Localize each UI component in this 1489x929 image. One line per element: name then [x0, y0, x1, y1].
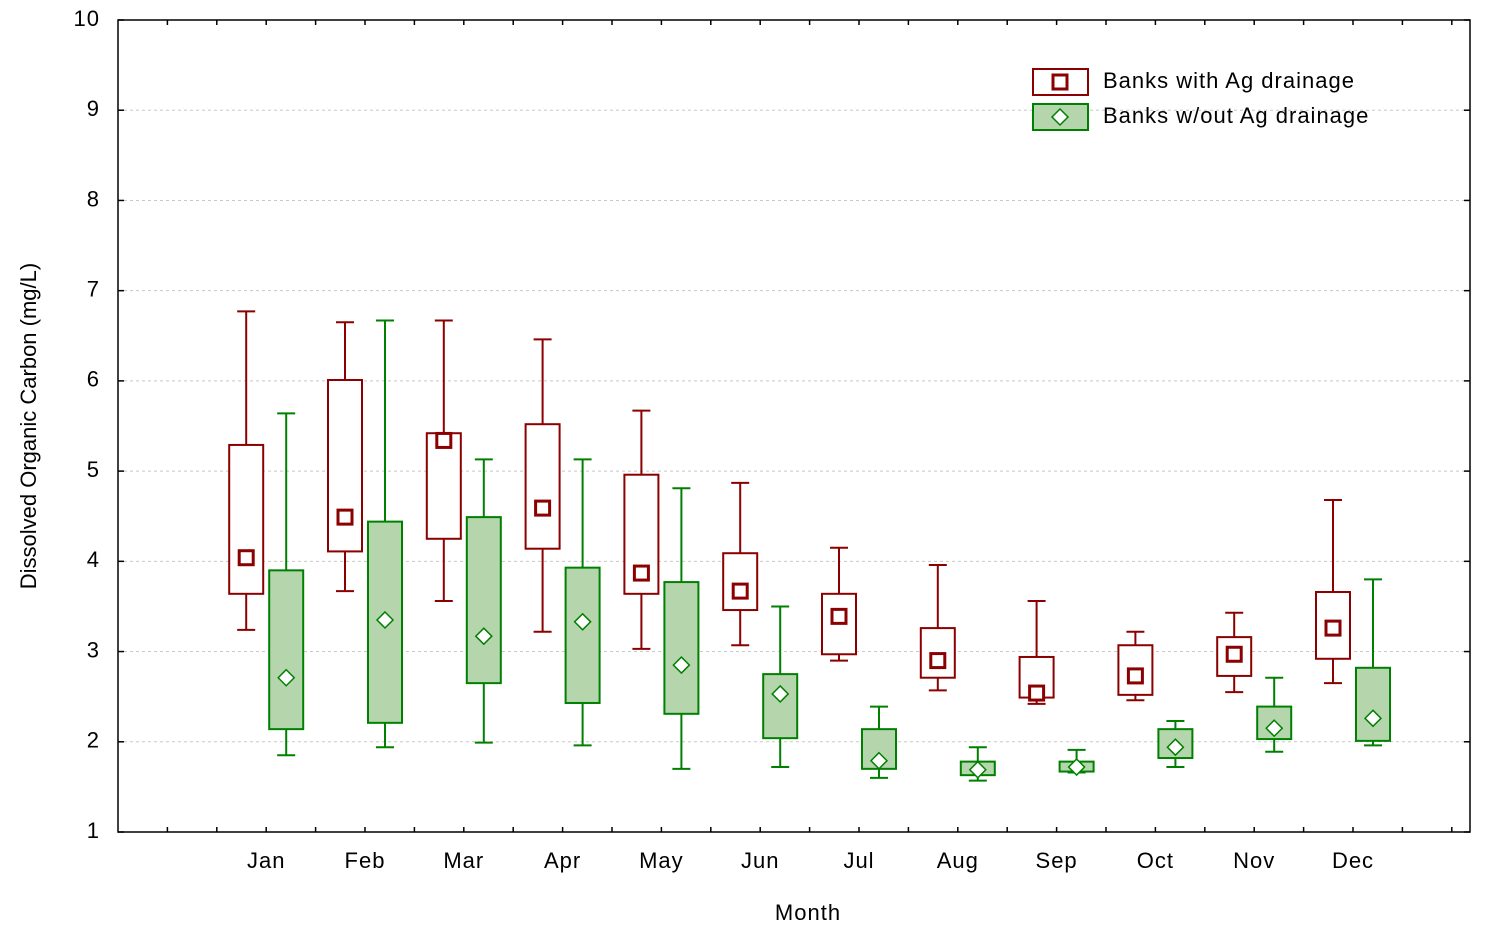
mean-marker: [771, 684, 790, 704]
mean-marker: [1166, 738, 1185, 757]
legend-marker: [1050, 107, 1070, 127]
mean-marker: [869, 751, 889, 770]
x-tick-label: Apr: [544, 848, 581, 873]
box: [722, 552, 759, 612]
box: [268, 569, 305, 731]
mean-marker: [1028, 684, 1046, 702]
mean-marker: [830, 607, 848, 625]
y-tick-label: 6: [87, 367, 100, 392]
mean-marker: [1363, 709, 1383, 728]
x-tick-label: Jul: [843, 848, 874, 873]
x-tick-label: Dec: [1332, 848, 1374, 873]
mean-marker: [968, 760, 987, 779]
mean-marker: [1126, 667, 1144, 685]
box: [228, 443, 265, 595]
x-axis-label: Month: [775, 900, 841, 925]
x-tick-label: May: [639, 848, 684, 873]
x-tick-label: Feb: [345, 848, 386, 873]
x-tick-label: Oct: [1137, 848, 1174, 873]
mean-marker: [929, 652, 947, 670]
mean-marker: [573, 612, 592, 631]
x-tick-label: Jun: [741, 848, 779, 873]
y-tick-label: 5: [87, 457, 100, 482]
mean-marker: [336, 508, 354, 526]
x-tick-label: Mar: [443, 848, 484, 873]
mean-marker: [1265, 719, 1284, 738]
y-axis-label: Dissolved Organic Carbon (mg/L): [16, 263, 41, 589]
y-tick-label: 9: [87, 96, 100, 121]
y-tick-label: 7: [87, 276, 100, 301]
mean-marker: [375, 610, 395, 630]
y-tick-label: 1: [87, 818, 100, 843]
mean-marker: [474, 627, 493, 646]
mean-marker: [1324, 619, 1342, 637]
box: [564, 566, 601, 704]
box: [1216, 636, 1253, 677]
legend-marker: [1051, 73, 1069, 91]
mean-marker: [672, 656, 691, 675]
x-tick-label: Aug: [937, 848, 979, 873]
mean-marker: [731, 582, 749, 600]
box: [524, 423, 561, 550]
x-tick-label: Sep: [1036, 848, 1078, 873]
mean-marker: [1225, 645, 1243, 663]
box: [762, 673, 799, 740]
legend-label: Banks with Ag drainage: [1103, 68, 1355, 93]
box: [465, 516, 502, 685]
plot-frame: [117, 19, 1471, 833]
x-tick-label: Nov: [1233, 848, 1275, 873]
legend-label: Banks w/out Ag drainage: [1103, 103, 1369, 128]
mean-marker: [1067, 757, 1086, 777]
mean-marker: [632, 564, 650, 582]
box: [327, 378, 363, 553]
y-tick-label: 3: [87, 637, 100, 662]
box: [1355, 666, 1391, 742]
mean-marker: [237, 549, 255, 567]
x-tick-label: Jan: [247, 848, 285, 873]
box: [663, 581, 700, 715]
mean-marker: [534, 499, 552, 517]
y-tick-label: 4: [87, 547, 100, 572]
y-tick-label: 8: [87, 186, 100, 211]
mean-marker: [435, 431, 453, 449]
mean-marker: [277, 668, 296, 687]
y-tick-label: 10: [74, 6, 100, 31]
y-tick-label: 2: [87, 728, 100, 753]
box: [425, 432, 462, 540]
